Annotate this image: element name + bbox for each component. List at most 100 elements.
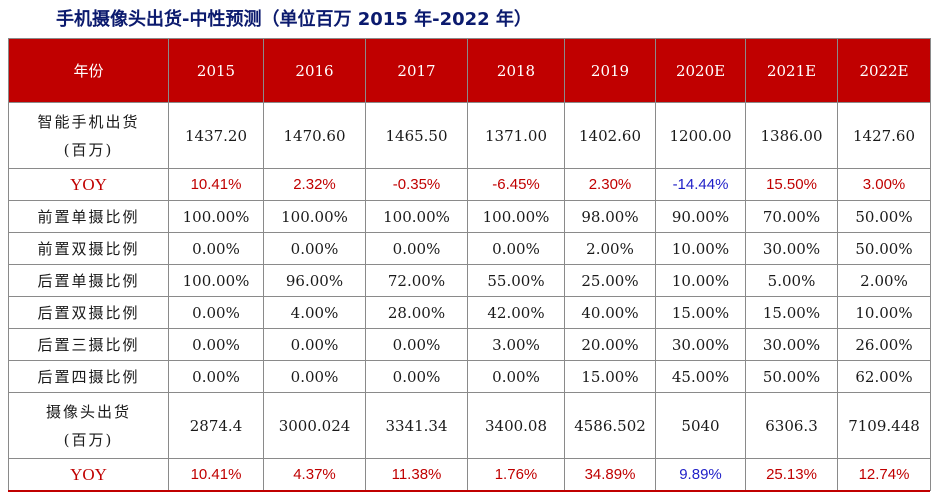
table-cell: 0.00% bbox=[263, 328, 366, 361]
table-cell: 72.00% bbox=[365, 264, 468, 297]
camera-yoy-row: YOY 10.41% 4.37% 11.38% 1.76% 34.89% 9.8… bbox=[8, 458, 931, 491]
table-cell: 6306.3 bbox=[745, 392, 838, 459]
header-year: 2017 bbox=[365, 38, 468, 103]
table-cell: 0.00% bbox=[365, 360, 468, 393]
table-cell: 2.00% bbox=[564, 232, 656, 265]
table-cell: 90.00% bbox=[655, 200, 746, 233]
table-cell: 4.00% bbox=[263, 296, 366, 329]
table-cell: 42.00% bbox=[467, 296, 565, 329]
row-label: 智能手机出货 (百万) bbox=[8, 102, 169, 169]
yoy-cell: -6.45% bbox=[467, 168, 565, 201]
table-cell: 0.00% bbox=[263, 232, 366, 265]
rear-quad-row: 后置四摄比例 0.00% 0.00% 0.00% 0.00% 15.00% 45… bbox=[8, 360, 931, 393]
row-label: 前置单摄比例 bbox=[8, 200, 169, 233]
table-cell: 20.00% bbox=[564, 328, 656, 361]
table-cell: 10.00% bbox=[837, 296, 931, 329]
row-label: 后置三摄比例 bbox=[8, 328, 169, 361]
table-cell: 1427.60 bbox=[837, 102, 931, 169]
yoy-cell: 3.00% bbox=[837, 168, 931, 201]
table-cell: 100.00% bbox=[168, 264, 264, 297]
table-cell: 100.00% bbox=[467, 200, 565, 233]
table-cell: 3.00% bbox=[467, 328, 565, 361]
row-label: 后置单摄比例 bbox=[8, 264, 169, 297]
header-row: 年份 2015 2016 2017 2018 2019 2020E 2021E … bbox=[8, 38, 931, 103]
table-cell: 30.00% bbox=[745, 232, 838, 265]
table-cell: 0.00% bbox=[168, 296, 264, 329]
yoy-cell: 10.41% bbox=[168, 168, 264, 201]
table-cell: 3000.024 bbox=[263, 392, 366, 459]
yoy-cell: 10.41% bbox=[168, 458, 264, 491]
table-cell: 0.00% bbox=[168, 232, 264, 265]
table-cell: 62.00% bbox=[837, 360, 931, 393]
table-cell: 1437.20 bbox=[168, 102, 264, 169]
table-cell: 5040 bbox=[655, 392, 746, 459]
yoy-cell: 9.89% bbox=[655, 458, 746, 491]
yoy-cell: 34.89% bbox=[564, 458, 656, 491]
table-cell: 1470.60 bbox=[263, 102, 366, 169]
bottom-divider bbox=[8, 490, 930, 492]
table-cell: 100.00% bbox=[263, 200, 366, 233]
header-year: 2016 bbox=[263, 38, 366, 103]
table-cell: 1200.00 bbox=[655, 102, 746, 169]
table-cell: 40.00% bbox=[564, 296, 656, 329]
row-label: 前置双摄比例 bbox=[8, 232, 169, 265]
table-cell: 0.00% bbox=[365, 328, 468, 361]
row-label-line2: (百万) bbox=[63, 140, 114, 159]
table-cell: 30.00% bbox=[655, 328, 746, 361]
table-cell: 10.00% bbox=[655, 264, 746, 297]
yoy-cell: -14.44% bbox=[655, 168, 746, 201]
rear-triple-row: 后置三摄比例 0.00% 0.00% 0.00% 3.00% 20.00% 30… bbox=[8, 328, 931, 361]
yoy-cell: 2.32% bbox=[263, 168, 366, 201]
header-year: 2020E bbox=[655, 38, 746, 103]
yoy-cell: 11.38% bbox=[365, 458, 468, 491]
table-cell: 55.00% bbox=[467, 264, 565, 297]
row-label: 后置四摄比例 bbox=[8, 360, 169, 393]
row-label: 后置双摄比例 bbox=[8, 296, 169, 329]
table-cell: 0.00% bbox=[365, 232, 468, 265]
table-cell: 25.00% bbox=[564, 264, 656, 297]
table-cell: 7109.448 bbox=[837, 392, 931, 459]
header-year: 2019 bbox=[564, 38, 656, 103]
row-label-line1: 智能手机出货 bbox=[37, 112, 140, 131]
table-cell: 96.00% bbox=[263, 264, 366, 297]
table-cell: 100.00% bbox=[168, 200, 264, 233]
table-cell: 26.00% bbox=[837, 328, 931, 361]
table-title: 手机摄像头出货-中性预测（单位百万 2015 年-2022 年） bbox=[56, 9, 532, 30]
header-label: 年份 bbox=[8, 38, 169, 103]
yoy-cell: 4.37% bbox=[263, 458, 366, 491]
table-cell: 15.00% bbox=[655, 296, 746, 329]
rear-single-row: 后置单摄比例 100.00% 96.00% 72.00% 55.00% 25.0… bbox=[8, 264, 931, 297]
row-label-line1: 摄像头出货 bbox=[45, 402, 131, 421]
table-cell: 3341.34 bbox=[365, 392, 468, 459]
smartphone-shipment-row: 智能手机出货 (百万) 1437.20 1470.60 1465.50 1371… bbox=[8, 102, 931, 169]
table-cell: 2874.4 bbox=[168, 392, 264, 459]
table-cell: 50.00% bbox=[837, 232, 931, 265]
yoy-cell: 12.74% bbox=[837, 458, 931, 491]
table-cell: 45.00% bbox=[655, 360, 746, 393]
row-label: YOY bbox=[8, 168, 169, 201]
header-year: 2021E bbox=[745, 38, 838, 103]
table-cell: 0.00% bbox=[467, 360, 565, 393]
yoy-cell: 25.13% bbox=[745, 458, 838, 491]
table-cell: 28.00% bbox=[365, 296, 468, 329]
table-cell: 10.00% bbox=[655, 232, 746, 265]
table-cell: 0.00% bbox=[168, 328, 264, 361]
table-cell: 15.00% bbox=[745, 296, 838, 329]
rear-dual-row: 后置双摄比例 0.00% 4.00% 28.00% 42.00% 40.00% … bbox=[8, 296, 931, 329]
table-cell: 98.00% bbox=[564, 200, 656, 233]
table-cell: 100.00% bbox=[365, 200, 468, 233]
header-year: 2015 bbox=[168, 38, 264, 103]
yoy-cell: 1.76% bbox=[467, 458, 565, 491]
table-cell: 1371.00 bbox=[467, 102, 565, 169]
header-year: 2022E bbox=[837, 38, 931, 103]
table-cell: 4586.502 bbox=[564, 392, 656, 459]
table-cell: 3400.08 bbox=[467, 392, 565, 459]
table-cell: 5.00% bbox=[745, 264, 838, 297]
row-label-line2: (百万) bbox=[63, 430, 114, 449]
table-cell: 1465.50 bbox=[365, 102, 468, 169]
yoy-cell: 15.50% bbox=[745, 168, 838, 201]
table-cell: 15.00% bbox=[564, 360, 656, 393]
header-year: 2018 bbox=[467, 38, 565, 103]
front-dual-row: 前置双摄比例 0.00% 0.00% 0.00% 0.00% 2.00% 10.… bbox=[8, 232, 931, 265]
camera-shipment-table: 年份 2015 2016 2017 2018 2019 2020E 2021E … bbox=[8, 38, 931, 491]
